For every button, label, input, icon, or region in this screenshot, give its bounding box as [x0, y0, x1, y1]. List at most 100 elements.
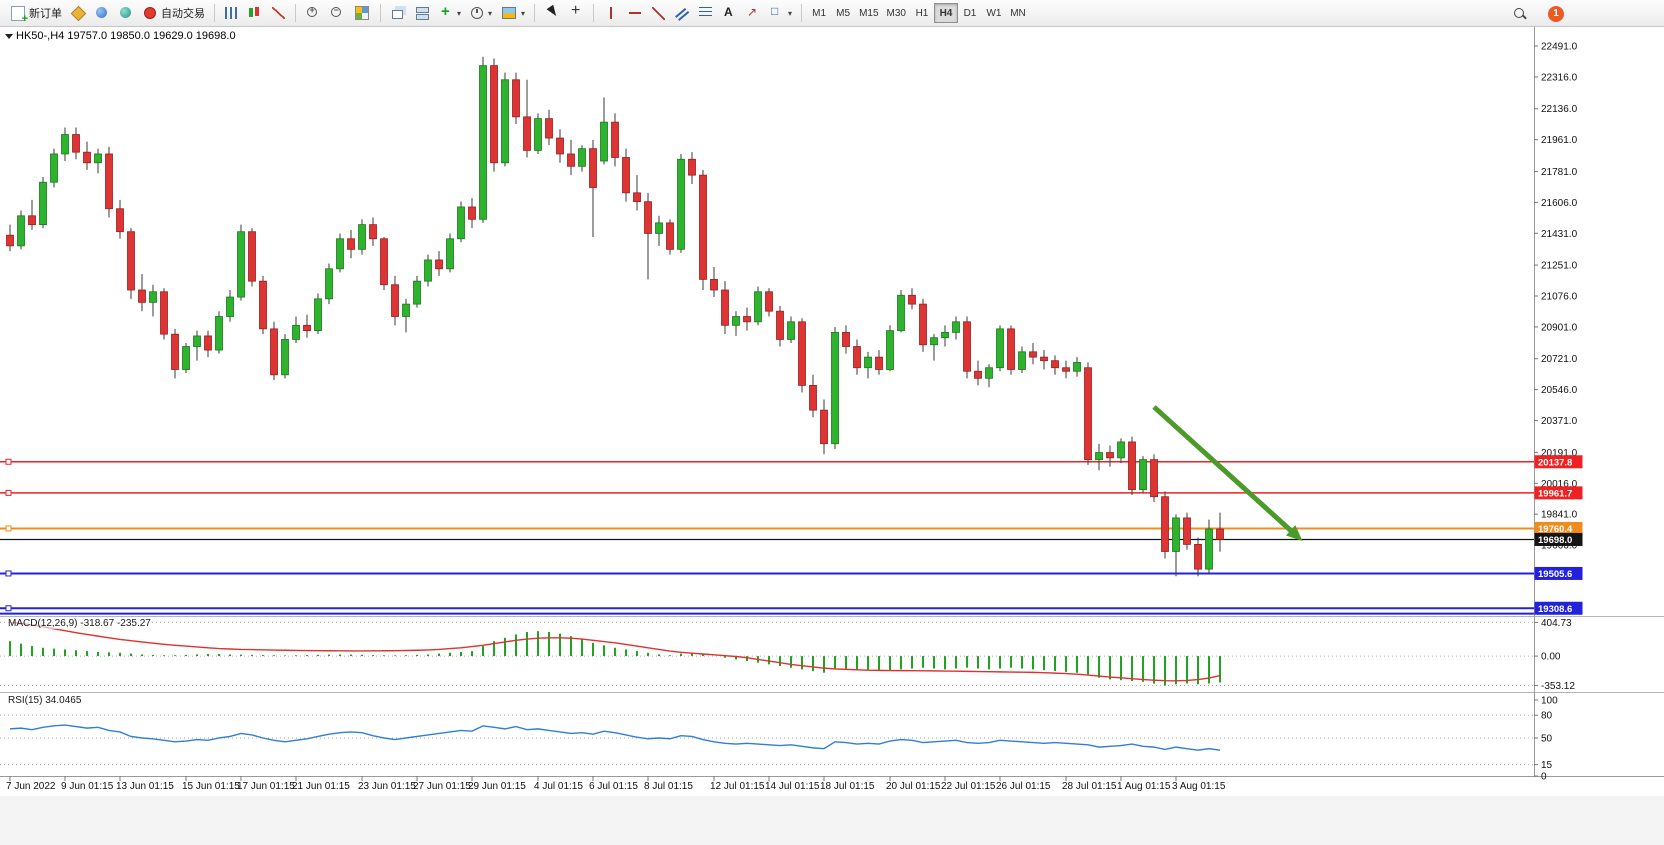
candle-body [380, 238, 388, 286]
date-axis-label: 8 Jul 01:15 [644, 781, 693, 792]
bars-icon [225, 7, 238, 19]
timeframe-m15[interactable]: M15 [855, 3, 882, 23]
candle-body [61, 134, 69, 155]
macd-axis-label: 0.00 [1541, 652, 1561, 663]
timeframe-m1[interactable]: M1 [807, 3, 831, 23]
date-axis-label: 20 Jul 01:15 [886, 781, 941, 792]
diamond-icon [70, 5, 86, 21]
candle-body [809, 384, 817, 411]
candle-body [996, 328, 1004, 369]
vertical-line-button[interactable] [599, 2, 623, 24]
crosshair-button[interactable] [564, 2, 588, 24]
macd-axis-label: 404.73 [1541, 618, 1572, 629]
candle-body [402, 303, 410, 317]
notification-badge[interactable]: 1 [1548, 6, 1564, 22]
timeframe-h4[interactable]: H4 [933, 3, 958, 23]
autotrading-icon [142, 5, 158, 21]
tile-windows-button[interactable] [349, 2, 375, 24]
candle-body [853, 346, 861, 369]
timeframe-m30[interactable]: M30 [883, 3, 910, 23]
cascade-windows-button[interactable] [386, 2, 410, 24]
candle-body [1128, 441, 1136, 491]
indicators-button[interactable]: ▾ [434, 2, 465, 24]
candle-body [468, 206, 476, 220]
candle-body [182, 346, 190, 370]
timeframe-h1[interactable]: H1 [910, 3, 934, 23]
arrow-tool-icon [745, 5, 761, 21]
line-handle[interactable] [5, 525, 12, 532]
chart-collapse-icon[interactable] [5, 34, 13, 39]
candle-body [248, 231, 256, 282]
market-watch-button[interactable] [90, 2, 114, 24]
timeframe-w1[interactable]: W1 [982, 3, 1006, 23]
candle-body [897, 294, 905, 332]
line-chart-button[interactable] [267, 2, 290, 24]
candle-body [479, 65, 487, 220]
zoom-out-button[interactable] [325, 2, 349, 24]
candle-body [644, 201, 652, 234]
timeframe-d1[interactable]: D1 [958, 3, 982, 23]
candle-body [160, 291, 168, 335]
candle-body [28, 215, 36, 226]
periods-button[interactable]: ▾ [465, 2, 496, 24]
new-order-icon [11, 5, 28, 25]
search-button[interactable] [1508, 3, 1532, 25]
candlestick-chart-button[interactable] [243, 2, 267, 24]
candle-body [710, 278, 718, 291]
rsi-pane: 100 80 50 150 [0, 696, 1558, 783]
line-handle[interactable] [5, 570, 12, 577]
price-axis-label: 19666.0 [1541, 541, 1578, 552]
crosshair-icon [568, 2, 584, 21]
line-handle[interactable] [5, 605, 12, 612]
date-axis-label: 12 Jul 01:15 [710, 781, 765, 792]
template-icon [502, 7, 517, 19]
candle-body [39, 181, 47, 226]
autotrading-button[interactable]: 自动交易 [138, 2, 209, 24]
shapes-button[interactable]: ▾ [765, 2, 796, 24]
hline-icon [627, 5, 643, 21]
arrows-button[interactable] [741, 2, 765, 24]
horizontal-line-button[interactable] [623, 2, 647, 24]
line-handle[interactable] [5, 489, 12, 496]
text-button[interactable] [717, 2, 741, 24]
trendline-button[interactable] [647, 2, 670, 24]
timeframe-mn[interactable]: MN [1006, 3, 1030, 23]
price-axis-label: 20016.0 [1541, 479, 1578, 490]
new-order-button[interactable]: 新订单 [6, 2, 66, 25]
line-icon [272, 7, 285, 19]
cursor-button[interactable] [540, 2, 564, 24]
date-axis-label: 26 Jul 01:15 [996, 781, 1051, 792]
price-axis-label: 21961.0 [1541, 135, 1578, 146]
bar-chart-button[interactable] [220, 2, 243, 24]
date-axis[interactable]: 7 Jun 2022 9 Jun 01:15 13 Jun 01:15 15 Jun … [6, 776, 1226, 792]
new-order-button-label: 新订单 [29, 8, 62, 20]
trend-arrow[interactable] [1152, 405, 1303, 542]
toolbar-separator [801, 4, 803, 22]
candle-body [633, 192, 641, 203]
toolbar-separator [214, 4, 215, 22]
candle-body [754, 291, 762, 323]
level-lines [0, 458, 1534, 615]
charts-diamond-button[interactable] [66, 2, 90, 24]
candle-body [138, 289, 146, 303]
channel-button[interactable] [670, 2, 694, 24]
date-axis-label: 29 Jun 01:15 [468, 781, 526, 792]
navigator-button[interactable] [114, 2, 138, 24]
rsi-label: RSI(15) 34.0465 [8, 695, 82, 706]
zoom-in-button[interactable] [301, 2, 325, 24]
candle-body [1073, 362, 1081, 372]
magnifier-icon [1512, 6, 1528, 22]
timeframe-m5[interactable]: M5 [831, 3, 855, 23]
candle-body [655, 222, 663, 234]
candle-body [545, 118, 553, 139]
line-handle[interactable] [5, 458, 12, 465]
text-icon [721, 5, 737, 21]
templates-button[interactable]: ▾ [496, 2, 529, 24]
candle-body [1029, 351, 1037, 358]
arrange-windows-button[interactable] [410, 2, 434, 24]
fibonacci-button[interactable] [694, 2, 717, 24]
dropdown-caret-icon: ▾ [488, 8, 493, 18]
date-axis-label: 28 Jul 01:15 [1062, 781, 1117, 792]
